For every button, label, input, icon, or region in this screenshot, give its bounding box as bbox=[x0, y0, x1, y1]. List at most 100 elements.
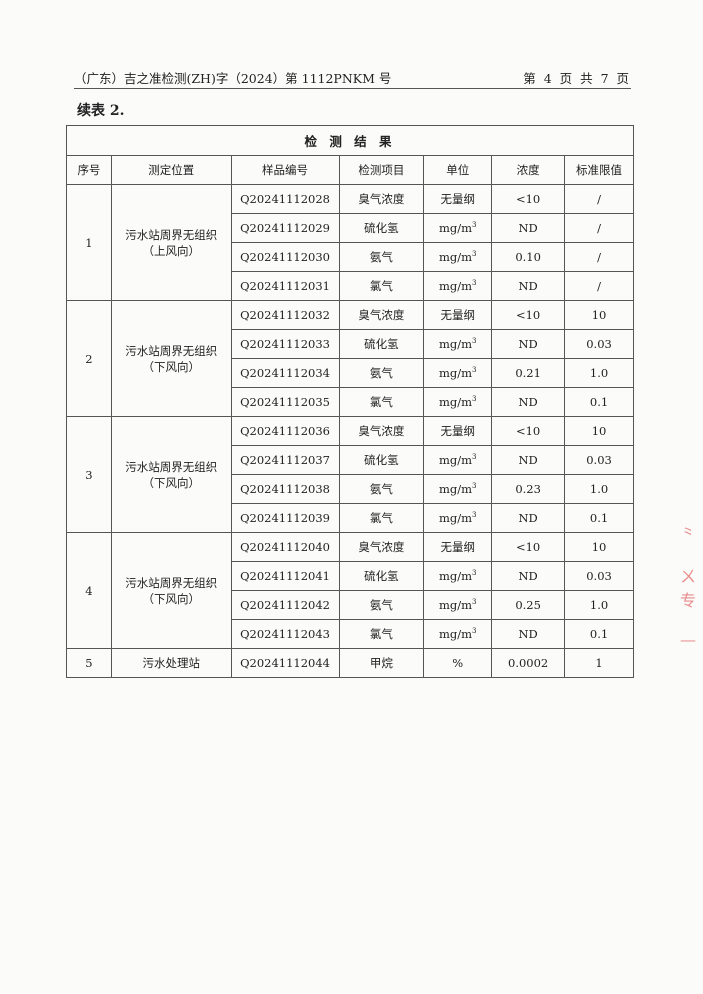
concentration: ND bbox=[491, 619, 566, 649]
unit: mg/m3 bbox=[423, 561, 493, 591]
unit-text: 无量纲 bbox=[440, 308, 475, 322]
table-row: 3 污水站周界无组织 （下风向） Q20241112036 臭气浓度 无量纲 <10 10 bbox=[66, 416, 634, 533]
concentration: ND bbox=[491, 503, 566, 533]
unit: mg/m3 bbox=[423, 329, 493, 359]
standard-limit: 0.1 bbox=[564, 619, 634, 649]
location: 污水站周界无组织 bbox=[125, 575, 218, 590]
serial-number: 4 bbox=[66, 532, 112, 649]
superscript: 3 bbox=[472, 279, 477, 288]
test-item: 氨气 bbox=[338, 358, 425, 388]
test-item: 硫化氢 bbox=[338, 445, 425, 475]
test-item: 硫化氢 bbox=[338, 561, 425, 591]
sample-id: Q20241112041 bbox=[230, 561, 340, 591]
unit: mg/m3 bbox=[423, 474, 493, 504]
serial-number: 1 bbox=[66, 184, 112, 301]
concentration: <10 bbox=[491, 416, 566, 446]
standard-limit: / bbox=[564, 271, 634, 301]
unit: 无量纲 bbox=[423, 300, 493, 330]
wind-direction: （下风向） bbox=[142, 359, 200, 374]
sample-id: Q20241112035 bbox=[230, 387, 340, 417]
table-row: 1 污水站周界无组织 （上风向） Q20241112028 臭气浓度 无量纲 <10/ bbox=[66, 184, 634, 301]
table-row: Q20241112042 氨气 mg/m3 0.25 1.0 bbox=[67, 590, 634, 620]
superscript: 3 bbox=[472, 395, 477, 404]
table-row: Q20241112029 硫化氢 mg/m3 ND / bbox=[67, 213, 634, 243]
test-item: 臭气浓度 bbox=[338, 416, 425, 446]
unit: mg/m3 bbox=[423, 619, 493, 649]
table-row: Q20241112038 氨气 mg/m3 0.23 1.0 bbox=[67, 474, 634, 504]
standard-limit: 10 bbox=[564, 300, 634, 330]
table-row: 5 污水处理站 Q20241112044 甲烷% 0.0002 1 bbox=[66, 648, 634, 678]
test-item: 硫化氢 bbox=[338, 329, 425, 359]
table-row: 2 污水站周界无组织 （下风向） Q20241112032 臭气浓度 无量纲 <10 10 bbox=[66, 300, 634, 417]
standard-limit: 0.03 bbox=[564, 329, 634, 359]
table-title: 检 测 结 果 bbox=[66, 125, 634, 156]
test-item: 氯气 bbox=[338, 387, 425, 417]
superscript: 3 bbox=[472, 598, 477, 607]
concentration: <10 bbox=[491, 532, 566, 562]
unit-text: mg/m bbox=[438, 250, 473, 264]
location-cell: 污水站周界无组织 （下风向） bbox=[110, 300, 232, 417]
concentration: ND bbox=[491, 213, 566, 243]
column-header: 检测项目 bbox=[338, 155, 425, 185]
serial-number: 5 bbox=[66, 648, 112, 678]
superscript: 3 bbox=[472, 511, 477, 520]
unit: mg/m3 bbox=[423, 590, 493, 620]
superscript: 3 bbox=[472, 569, 477, 578]
seal-stamp-fragment: ⺀ㄨ专 — bbox=[680, 524, 697, 649]
table-row: Q20241112031 氯气 mg/m3 ND / bbox=[67, 271, 634, 301]
unit: 无量纲 bbox=[423, 416, 493, 446]
sample-id: Q20241112036 bbox=[230, 416, 340, 446]
results-table: 检 测 结 果 序号 测定位置 样品编号 检测项目 单位 浓度 标准限值 1 污水站周界无组织… bbox=[66, 125, 634, 678]
table-row: Q20241112034 氨气 mg/m3 0.21 1.0 bbox=[67, 358, 634, 388]
superscript: 3 bbox=[472, 627, 477, 636]
standard-limit: 0.1 bbox=[564, 387, 634, 417]
table-caption: 续表 2. bbox=[77, 103, 125, 119]
wind-direction: （下风向） bbox=[142, 475, 200, 490]
unit: mg/m3 bbox=[423, 445, 493, 475]
test-item: 氨气 bbox=[338, 590, 425, 620]
superscript: 3 bbox=[472, 453, 477, 462]
serial-number: 3 bbox=[66, 416, 112, 533]
standard-limit: / bbox=[564, 184, 634, 214]
concentration: 0.25 bbox=[491, 590, 566, 620]
location: 污水站周界无组织 bbox=[125, 343, 218, 358]
column-header: 测定位置 bbox=[110, 155, 232, 185]
unit-text: mg/m bbox=[438, 221, 473, 235]
unit: mg/m3 bbox=[423, 271, 493, 301]
unit: mg/m3 bbox=[423, 387, 493, 417]
sample-id: Q20241112034 bbox=[230, 358, 340, 388]
concentration: ND bbox=[491, 329, 566, 359]
serial-number: 2 bbox=[66, 300, 112, 417]
sample-id: Q20241112043 bbox=[230, 619, 340, 649]
unit-text: mg/m bbox=[438, 279, 473, 293]
concentration: 0.10 bbox=[491, 242, 566, 272]
concentration: <10 bbox=[491, 300, 566, 330]
table-row: Q20241112041 硫化氢 mg/m3 ND 0.03 bbox=[67, 561, 634, 591]
superscript: 3 bbox=[472, 250, 477, 259]
test-item: 氨气 bbox=[338, 242, 425, 272]
unit-text: mg/m bbox=[438, 395, 473, 409]
location-cell: 污水处理站 bbox=[110, 648, 232, 678]
unit: 无量纲 bbox=[423, 532, 493, 562]
table-row: Q20241112030 氨气 mg/m3 0.10/ bbox=[67, 242, 634, 272]
test-item: 氯气 bbox=[338, 271, 425, 301]
unit-text: mg/m bbox=[438, 453, 473, 467]
table-row: 4 污水站周界无组织 （下风向） Q20241112040 臭气浓度 无量纲 <10 10 bbox=[66, 532, 634, 649]
unit-text: % bbox=[452, 656, 464, 670]
standard-limit: 10 bbox=[564, 416, 634, 446]
sample-id: Q20241112037 bbox=[230, 445, 340, 475]
sample-id: Q20241112030 bbox=[230, 242, 340, 272]
standard-limit: / bbox=[564, 213, 634, 243]
standard-limit: 1 bbox=[564, 648, 634, 678]
wind-direction: （下风向） bbox=[142, 591, 200, 606]
unit-text: 无量纲 bbox=[440, 540, 475, 554]
sample-id: Q20241112032 bbox=[230, 300, 340, 330]
sample-id: Q20241112038 bbox=[230, 474, 340, 504]
unit-text: mg/m bbox=[438, 569, 473, 583]
location: 污水处理站 bbox=[142, 656, 200, 670]
test-item: 氯气 bbox=[338, 503, 425, 533]
wind-direction: （上风向） bbox=[142, 243, 200, 258]
sample-id: Q20241112033 bbox=[230, 329, 340, 359]
page-header: （广东）吉之准检测(ZH)字（2024）第 1112PNKM 号 第 4 页 共… bbox=[74, 68, 631, 89]
sample-id: Q20241112042 bbox=[230, 590, 340, 620]
